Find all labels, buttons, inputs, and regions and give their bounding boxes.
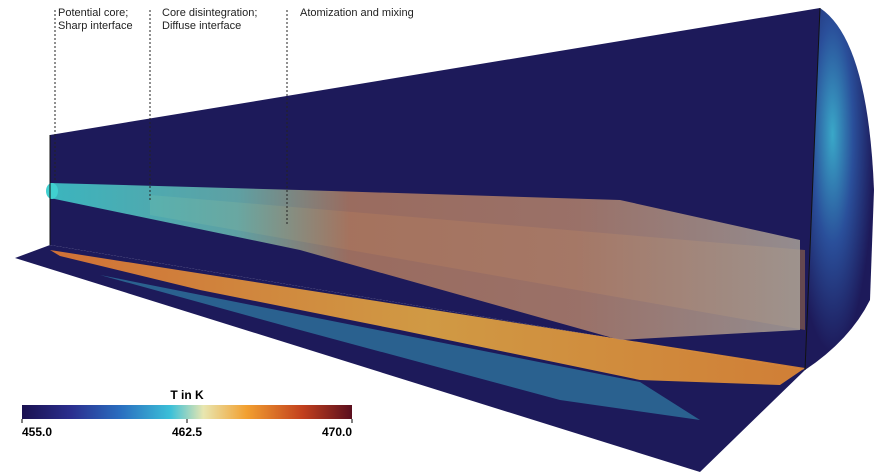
nozzle [46, 183, 58, 199]
annotations: Potential core;Sharp interface Core disin… [58, 7, 414, 32]
colorbar-title: T in K [170, 388, 204, 402]
annotation-line: Sharp interface [58, 20, 133, 32]
annotation-line: Core disintegration; [162, 7, 257, 19]
annotation-line: Potential core; [58, 7, 128, 19]
annotation-line: Atomization and mixing [300, 7, 414, 19]
colorbar: T in K 455.0 462.5 470.0 [22, 388, 352, 439]
scene: Potential core;Sharp interface Core disin… [0, 0, 876, 475]
colorbar-tick-label: 470.0 [322, 425, 352, 439]
colorbar-tick-label: 462.5 [172, 425, 202, 439]
colorbar-tick-label: 455.0 [22, 425, 52, 439]
colorbar-gradient [22, 405, 352, 419]
annotation-line: Diffuse interface [162, 20, 241, 32]
